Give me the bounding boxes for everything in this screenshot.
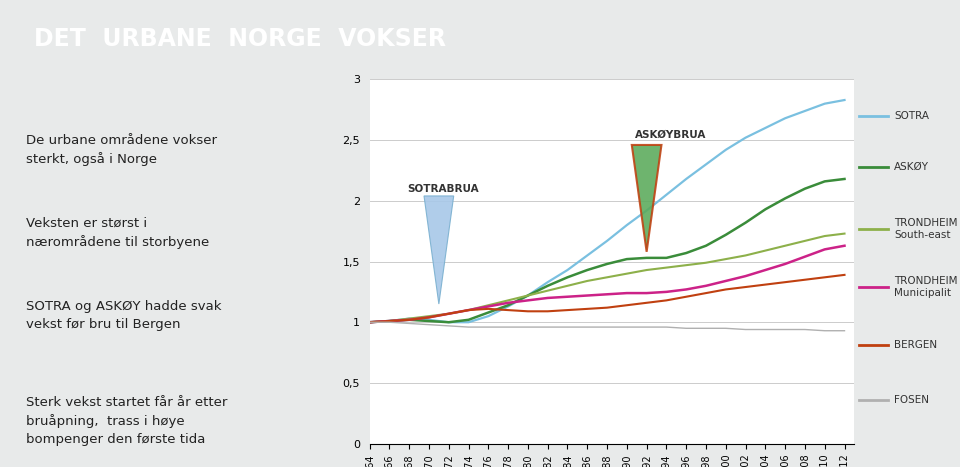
- Text: FOSEN: FOSEN: [895, 395, 929, 405]
- Text: ASKØYBRUA: ASKØYBRUA: [635, 130, 707, 140]
- Text: ASKØY: ASKØY: [895, 162, 929, 172]
- Text: BERGEN: BERGEN: [895, 340, 937, 350]
- Text: TRONDHEIM
Municipalit: TRONDHEIM Municipalit: [895, 276, 958, 298]
- Text: De urbane områdene vokser
sterkt, også i Norge: De urbane områdene vokser sterkt, også i…: [26, 134, 217, 166]
- Text: Veksten er størst i
nærområdene til storbyene: Veksten er størst i nærområdene til stor…: [26, 217, 208, 249]
- Text: TRONDHEIM
South-east: TRONDHEIM South-east: [895, 218, 958, 240]
- Text: DET  URBANE  NORGE  VOKSER: DET URBANE NORGE VOKSER: [34, 27, 445, 50]
- Polygon shape: [424, 196, 454, 304]
- Text: SOTRA: SOTRA: [895, 111, 929, 121]
- Polygon shape: [632, 145, 661, 252]
- Text: SOTRABRUA: SOTRABRUA: [407, 184, 479, 194]
- Text: SOTRA og ASKØY hadde svak
vekst før bru til Bergen: SOTRA og ASKØY hadde svak vekst før bru …: [26, 300, 221, 331]
- Text: Sterk vekst startet får år etter
bruåpning,  trass i høye
bompenger den første t: Sterk vekst startet får år etter bruåpni…: [26, 396, 227, 446]
